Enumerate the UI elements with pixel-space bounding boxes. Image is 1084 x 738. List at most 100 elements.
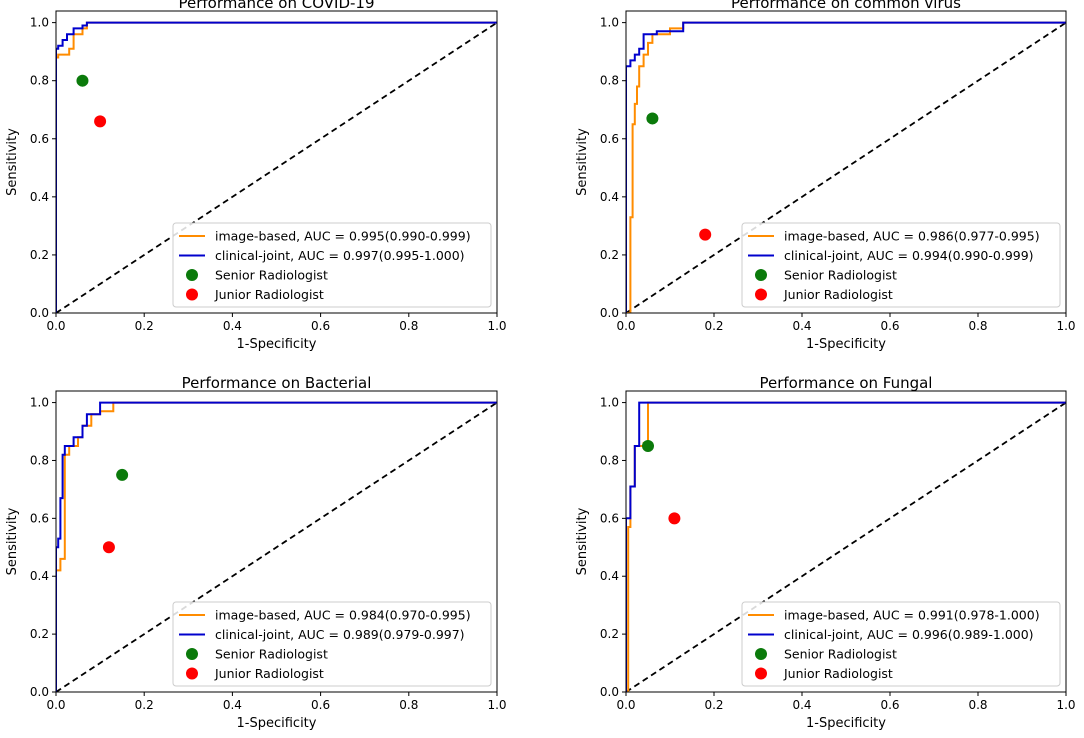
y-tick-label: 0.2: [30, 627, 49, 641]
x-tick-label: 0.2: [135, 319, 154, 333]
junior-radiologist-point: [102, 541, 115, 554]
legend-label: clinical-joint, AUC = 0.997(0.995-1.000): [215, 248, 465, 263]
x-tick-label: 0.6: [311, 319, 330, 333]
chance-diagonal-line: [56, 401, 497, 692]
chance-diagonal-line: [626, 21, 1066, 313]
chart-title: Performance on COVID-19: [178, 0, 374, 12]
legend-box: [172, 222, 492, 308]
y-axis-label: Sensitivity: [575, 507, 590, 575]
y-tick-label: 0.0: [30, 306, 49, 320]
y-tick-label: 0.4: [600, 569, 619, 583]
junior-radiologist-point: [668, 512, 681, 525]
senior-radiologist-point: [76, 74, 89, 87]
roc-curve-clinical-joint: [56, 401, 497, 692]
chart-title: Performance on Bacterial: [182, 374, 372, 392]
plot-area: [56, 401, 497, 692]
x-tick-label: 0.0: [616, 698, 635, 712]
x-tick-label: 0.0: [616, 319, 635, 333]
legend: image-based, AUC = 0.986(0.977-0.995) cli…: [741, 222, 1061, 308]
y-tick-label: 0.0: [600, 306, 619, 320]
y-tick-label: 0.8: [30, 74, 49, 88]
x-tick-label: 1.0: [487, 698, 506, 712]
plot-area: [626, 21, 1066, 313]
legend-swatch-senior: [186, 269, 198, 281]
y-tick-label: 0.2: [30, 248, 49, 262]
y-tick-label: 0.8: [30, 453, 49, 467]
roc-curve-image-based: [56, 21, 497, 313]
x-tick-label: 0.6: [880, 698, 899, 712]
panel-common-virus: Performance on common virus 0.0 0.2 0.4 0.6 0…: [575, 0, 1076, 352]
x-axis-label: 1-Specificity: [806, 337, 886, 352]
chance-diagonal-line: [626, 401, 1066, 692]
y-tick-label: 0.8: [600, 453, 619, 467]
x-tick-label: 0.4: [792, 698, 811, 712]
junior-radiologist-point: [94, 115, 107, 128]
x-tick-label: 0.2: [135, 698, 154, 712]
legend-label: Junior Radiologist: [783, 287, 893, 302]
legend: image-based, AUC = 0.991(0.978-1.000) cli…: [741, 601, 1061, 687]
legend-box: [172, 601, 492, 687]
y-tick-label: 1.0: [30, 16, 49, 30]
x-axis-label: 1-Specificity: [806, 716, 886, 731]
chance-diagonal-line: [56, 21, 497, 313]
panel-fungal: Performance on Fungal 0.0 0.2 0.4 0.6 0.8 1.0 0…: [575, 374, 1076, 731]
legend-label: Senior Radiologist: [784, 647, 897, 662]
y-tick-label: 0.6: [600, 132, 619, 146]
legend-label: image-based, AUC = 0.986(0.977-0.995): [784, 229, 1040, 244]
senior-radiologist-point: [642, 439, 654, 452]
y-tick-label: 0.0: [600, 685, 619, 699]
x-tick-label: 0.8: [399, 319, 418, 333]
y-tick-label: 0.4: [30, 190, 49, 204]
x-tick-label: 0.4: [792, 319, 811, 333]
roc-curve-clinical-joint: [56, 21, 497, 313]
y-tick-label: 0.2: [600, 248, 619, 262]
legend-swatch-junior: [755, 667, 767, 680]
chart-title: Performance on Fungal: [760, 374, 933, 392]
y-tick-label: 1.0: [600, 16, 619, 30]
senior-radiologist-point: [116, 468, 129, 481]
legend-swatch-senior: [186, 648, 198, 660]
y-tick-label: 0.4: [600, 190, 619, 204]
x-tick-label: 0.0: [46, 698, 65, 712]
legend-swatch-senior: [755, 648, 767, 660]
x-tick-label: 0.8: [968, 698, 987, 712]
legend-label: Junior Radiologist: [214, 287, 324, 302]
legend-label: Senior Radiologist: [215, 268, 328, 283]
x-tick-label: 1.0: [1056, 698, 1075, 712]
x-tick-label: 0.6: [311, 698, 330, 712]
legend-label: Junior Radiologist: [214, 666, 324, 681]
plot-frame: [625, 10, 1067, 314]
chart-title: Performance on common virus: [731, 0, 961, 12]
plot-frame: [55, 390, 498, 693]
x-tick-label: 0.4: [223, 319, 242, 333]
x-axis-label: 1-Specificity: [237, 716, 317, 731]
legend-swatch-junior: [186, 288, 198, 301]
legend: image-based, AUC = 0.995(0.990-0.999) cli…: [172, 222, 492, 308]
x-tick-label: 0.2: [704, 698, 723, 712]
y-tick-label: 0.8: [600, 74, 619, 88]
y-axis-label: Sensitivity: [575, 128, 590, 196]
legend-label: Senior Radiologist: [784, 268, 897, 283]
legend: image-based, AUC = 0.984(0.970-0.995) cli…: [172, 601, 492, 687]
y-tick-label: 0.0: [30, 685, 49, 699]
legend-label: Junior Radiologist: [783, 666, 893, 681]
legend-label: clinical-joint, AUC = 0.989(0.979-0.997): [215, 627, 465, 642]
roc-curve-clinical-joint: [626, 21, 1066, 313]
x-tick-label: 0.4: [223, 698, 242, 712]
plot-frame: [55, 10, 498, 314]
y-tick-label: 0.6: [600, 511, 619, 525]
legend-swatch-junior: [755, 288, 767, 301]
plot-frame: [625, 390, 1067, 693]
legend-label: Senior Radiologist: [215, 647, 328, 662]
y-axis-label: Sensitivity: [5, 507, 20, 575]
legend-swatch-junior: [186, 667, 198, 680]
x-axis-label: 1-Specificity: [237, 337, 317, 352]
y-axis-label: Sensitivity: [5, 128, 20, 196]
panel-covid-19: Performance on COVID-19 0.0 0.2 0.4 0.6 0.8 1.…: [5, 0, 507, 352]
legend-box: [741, 601, 1061, 687]
y-tick-label: 0.2: [600, 627, 619, 641]
y-tick-label: 1.0: [30, 396, 49, 410]
y-tick-label: 1.0: [600, 396, 619, 410]
x-tick-label: 0.8: [399, 698, 418, 712]
legend-box: [741, 222, 1061, 308]
